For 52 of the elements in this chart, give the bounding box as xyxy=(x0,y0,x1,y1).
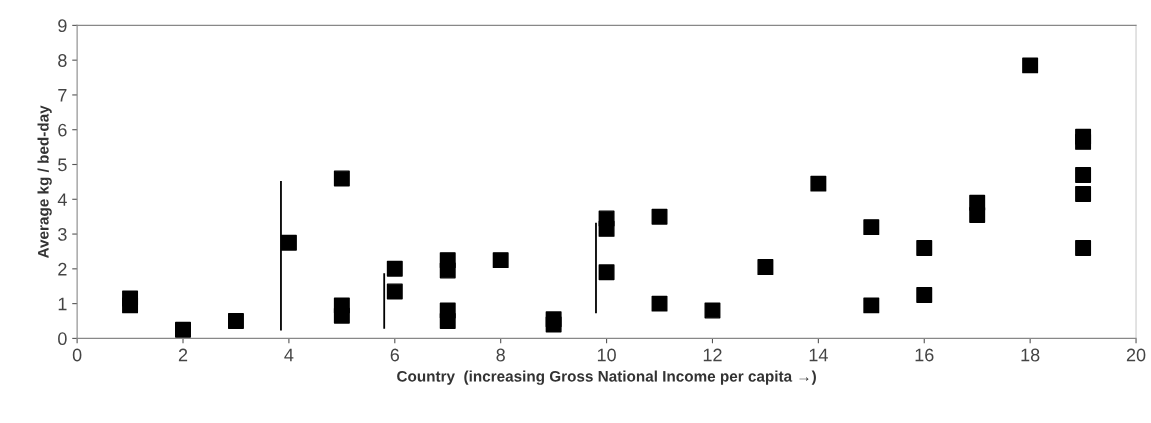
point xyxy=(1075,166,1092,183)
point xyxy=(598,220,615,237)
point xyxy=(757,259,774,276)
point xyxy=(386,260,403,277)
y-axis-title: Average kg / bed-day xyxy=(37,105,52,259)
point xyxy=(1075,239,1092,256)
y-tick-label: 6 xyxy=(58,123,67,137)
y-tick-label: 8 xyxy=(58,54,67,67)
point xyxy=(969,206,986,223)
point xyxy=(492,252,509,269)
point xyxy=(810,175,827,192)
point xyxy=(333,170,350,187)
x-tick-label: 10 xyxy=(597,348,616,362)
x-tick-label: 8 xyxy=(496,348,505,362)
y-tick-label: 0 xyxy=(58,332,67,346)
point xyxy=(863,297,880,314)
point xyxy=(122,297,139,314)
point xyxy=(227,313,244,329)
point xyxy=(704,302,721,319)
point xyxy=(651,295,668,312)
x-tick-label: 20 xyxy=(1126,348,1146,362)
x-tick-label: 6 xyxy=(390,348,400,362)
x-tick-label: 14 xyxy=(809,348,828,362)
y-tick-label: 3 xyxy=(58,227,67,241)
y-tick-label: 2 xyxy=(58,262,67,276)
x-tick-label: 4 xyxy=(284,348,294,362)
point xyxy=(280,234,297,251)
point xyxy=(175,321,191,338)
point xyxy=(916,286,933,303)
x-tick-label: 18 xyxy=(1021,348,1040,362)
point xyxy=(1075,186,1092,203)
y-tick-label: 4 xyxy=(57,193,67,206)
y-tick-label: 7 xyxy=(58,89,67,102)
y-tick-label: 9 xyxy=(58,19,67,33)
point xyxy=(439,262,456,279)
point xyxy=(333,307,350,324)
x-tick-label: 12 xyxy=(703,348,722,362)
x-tick-label: 2 xyxy=(178,348,188,362)
point xyxy=(598,264,615,281)
x-tick-label: 0 xyxy=(72,348,82,362)
point xyxy=(651,208,668,225)
x-tick-label: 16 xyxy=(915,348,934,362)
point xyxy=(916,239,933,256)
point xyxy=(386,283,403,300)
y-tick-label: 5 xyxy=(58,158,67,172)
point xyxy=(863,219,880,236)
point xyxy=(439,313,456,329)
x-axis-title: Country (increasing Gross National Income per capita →) xyxy=(397,370,816,385)
point xyxy=(1022,57,1039,74)
point xyxy=(545,316,562,333)
point xyxy=(1075,133,1092,150)
y-tick-label: 1 xyxy=(58,297,67,311)
